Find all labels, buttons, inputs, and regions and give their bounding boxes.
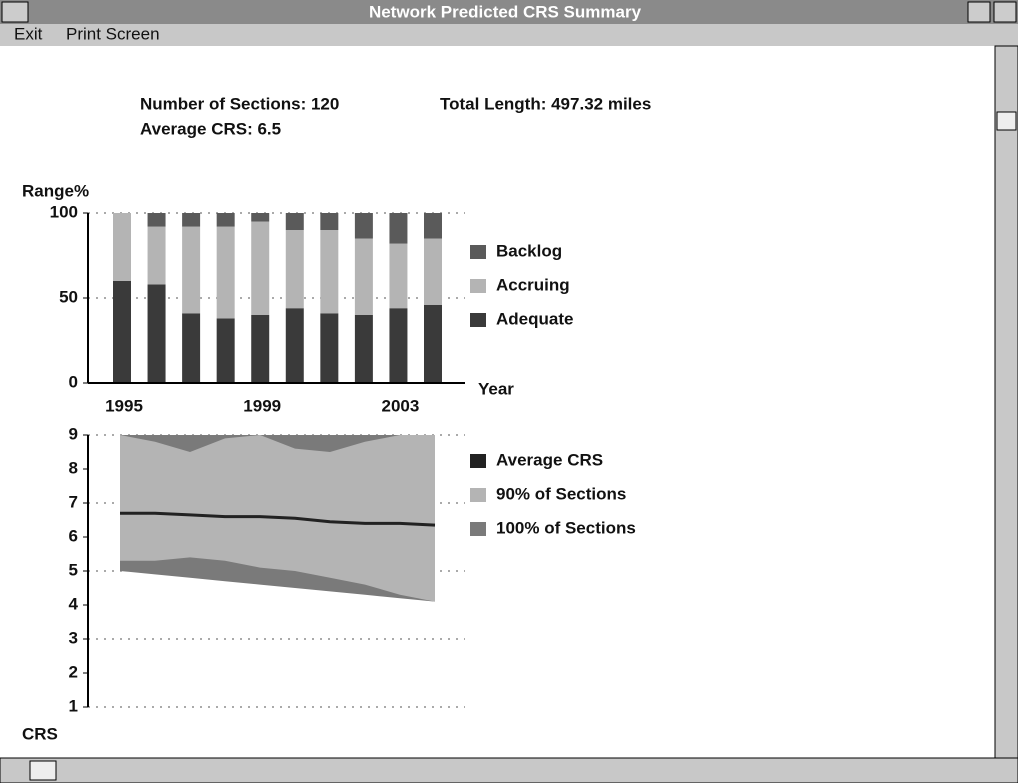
menu-bar <box>0 24 1018 46</box>
bar-segment <box>389 243 408 309</box>
y-tick-label: 3 <box>69 628 78 647</box>
x-axis-label: Year <box>478 379 514 398</box>
x-tick-label: 2003 <box>382 396 420 415</box>
y-tick-label: 1 <box>69 696 78 715</box>
y-tick-label: 100 <box>50 202 78 221</box>
bar-segment <box>216 318 235 383</box>
summary-text: Average CRS: 6.5 <box>140 119 281 138</box>
legend-label: 100% of Sections <box>496 518 636 537</box>
y-tick-label: 0 <box>69 372 78 391</box>
bar-segment <box>251 315 270 383</box>
bar-segment <box>424 213 442 239</box>
y-tick-label: 9 <box>69 424 78 443</box>
line <box>120 511 436 527</box>
y-tick-label: 7 <box>69 492 78 511</box>
horizontal-scrollbar[interactable] <box>0 757 1018 783</box>
y-tick-label: 4 <box>69 594 79 613</box>
bar-segment <box>354 213 373 239</box>
x-tick-label: 1999 <box>243 396 281 415</box>
y-axis-label: CRS <box>22 724 58 743</box>
minimize-button[interactable] <box>967 1 991 23</box>
bar-segment <box>285 308 304 383</box>
bar-segment <box>113 213 131 281</box>
legend-label: 90% of Sections <box>496 484 626 503</box>
summary-text: Number of Sections: 120 <box>140 94 339 113</box>
y-axis-label: Range% <box>22 181 89 200</box>
window-title: Network Predicted CRS Summary <box>369 2 642 21</box>
bar-segment <box>147 226 166 285</box>
bar-segment <box>216 213 235 227</box>
scroll-thumb[interactable] <box>996 111 1017 131</box>
bar-segment <box>354 315 373 383</box>
bar-segment <box>182 226 201 314</box>
legend-swatch <box>470 522 486 536</box>
bar-segment <box>320 313 339 383</box>
bar-segment <box>182 313 201 383</box>
maximize-button[interactable] <box>993 1 1017 23</box>
vertical-scrollbar[interactable] <box>994 45 1018 759</box>
legend-swatch <box>470 454 486 468</box>
legend-label: Average CRS <box>496 450 603 469</box>
bar-segment <box>216 226 235 319</box>
menu-item[interactable]: Print Screen <box>66 24 160 43</box>
bar-segment <box>285 213 304 230</box>
y-tick-label: 6 <box>69 526 78 545</box>
legend-swatch <box>470 245 486 259</box>
bar-segment <box>251 221 270 315</box>
legend-label: Backlog <box>496 241 562 260</box>
y-tick-label: 5 <box>69 560 78 579</box>
legend-label: Accruing <box>496 275 570 294</box>
bar-segment <box>285 230 304 309</box>
scroll-thumb[interactable] <box>29 760 57 781</box>
system-menu[interactable] <box>1 1 29 23</box>
bar-segment <box>251 213 270 222</box>
y-tick-label: 2 <box>69 662 78 681</box>
bar-segment <box>424 238 442 305</box>
bar-segment <box>389 308 408 383</box>
bar-segment <box>389 213 408 244</box>
title-bar <box>0 0 1018 24</box>
bar-segment <box>354 238 373 315</box>
legend-swatch <box>470 488 486 502</box>
menu-item[interactable]: Exit <box>14 24 43 43</box>
bar-segment <box>113 281 131 383</box>
legend-swatch <box>470 313 486 327</box>
legend-swatch <box>470 279 486 293</box>
y-tick-label: 50 <box>59 287 78 306</box>
bar-segment <box>182 213 201 227</box>
y-tick-label: 8 <box>69 458 78 477</box>
bar-segment <box>424 304 442 383</box>
summary-text: Total Length: 497.32 miles <box>440 94 651 113</box>
bar-segment <box>147 284 166 383</box>
bar-segment <box>147 213 166 227</box>
x-tick-label: 1995 <box>105 396 143 415</box>
bar-segment <box>320 230 339 314</box>
legend-label: Adequate <box>496 309 573 328</box>
bar-segment <box>320 213 339 230</box>
